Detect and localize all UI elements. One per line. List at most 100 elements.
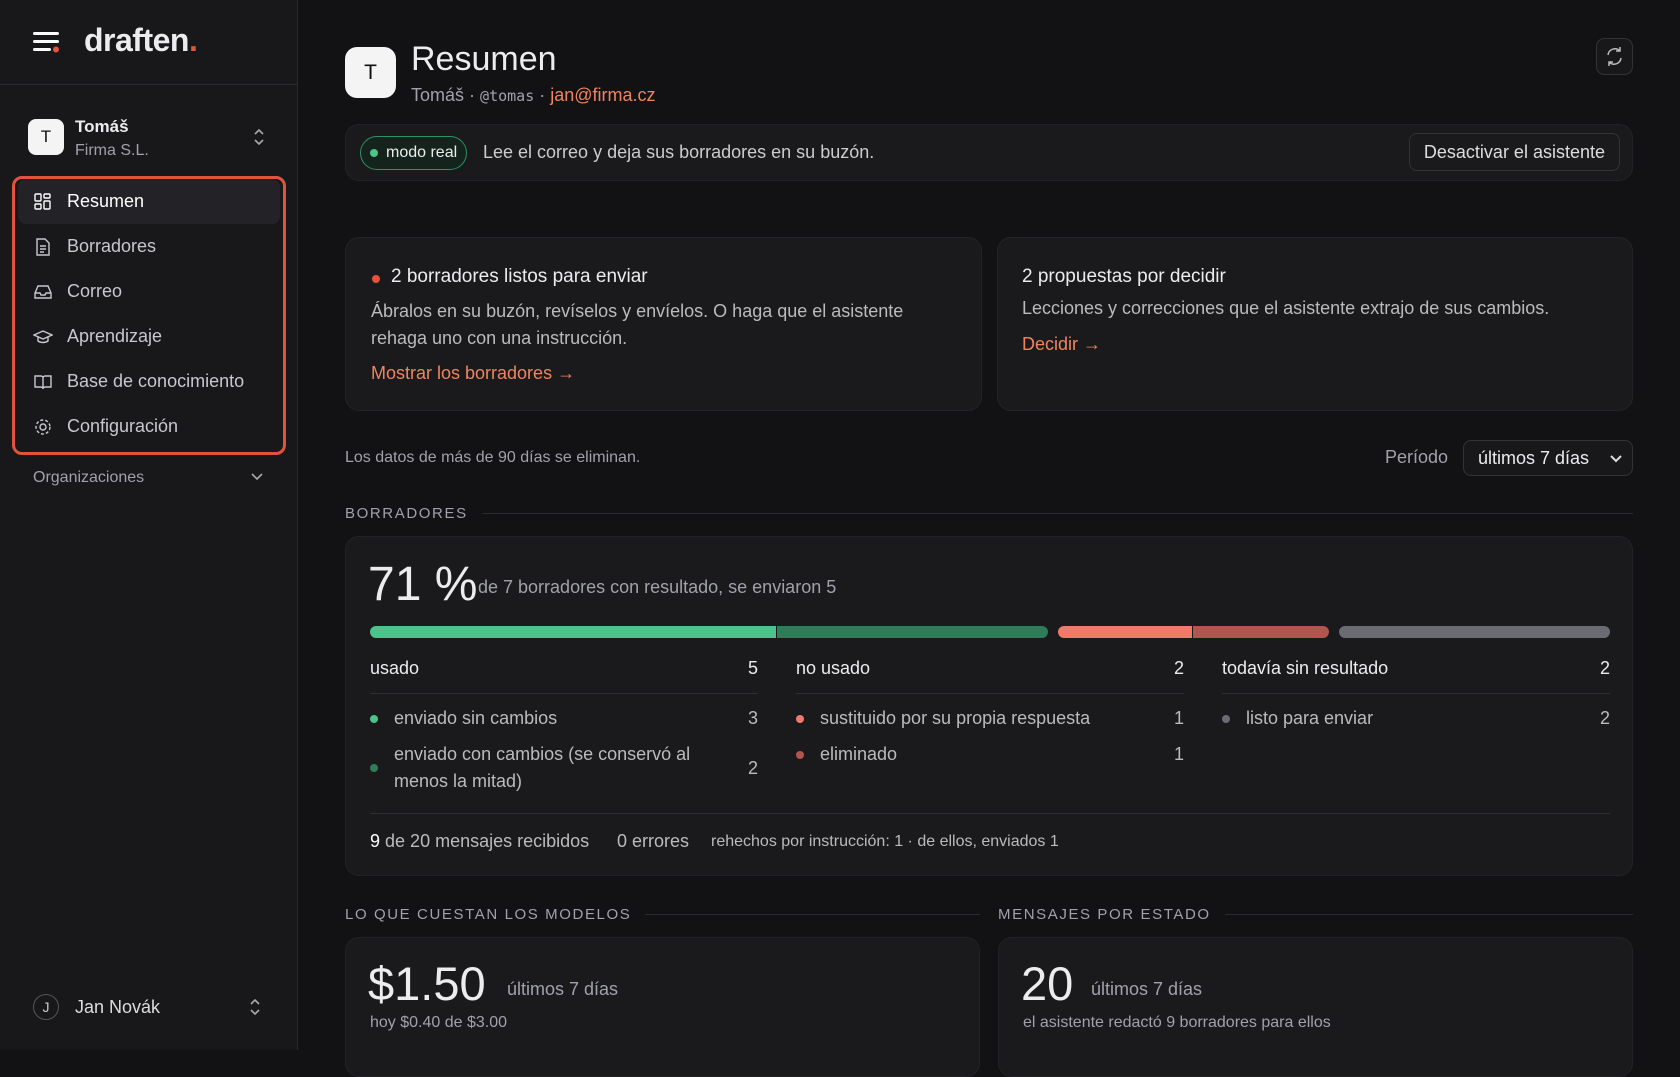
nav-icon — [36, 237, 50, 256]
handle: @tomas — [480, 87, 535, 105]
nav-item[interactable]: Aprendizaje — [18, 314, 280, 359]
nav-item[interactable]: Base de conocimiento — [18, 359, 280, 404]
user-avatar: J — [33, 994, 59, 1020]
group-divider — [370, 693, 758, 694]
nav-label: Resumen — [67, 191, 145, 211]
item-row: listo para enviar 2 — [1222, 705, 1610, 732]
organizations[interactable]: Organizaciones — [33, 469, 145, 486]
nav-icon — [34, 374, 52, 389]
nav-icon — [34, 284, 52, 299]
card-title: 2 borradores listos para enviar — [391, 266, 648, 287]
sent-rate: 71 % — [368, 558, 478, 611]
card: 2 borradores listos para enviar Ábralos … — [345, 237, 982, 411]
group-header: todavía sin resultado 2 — [1222, 658, 1610, 679]
bar-segment — [1338, 626, 1610, 638]
cost-detail: hoy $0.40 de $3.00 — [370, 1014, 508, 1031]
sidebar: draften. T Tomáš Firma S.L. Resumen Borra… — [0, 0, 298, 1050]
user-name[interactable]: Jan Novák — [75, 997, 161, 1017]
item-label: listo para enviar — [1246, 708, 1374, 728]
item-count: 2 — [1599, 708, 1610, 728]
bar-segment — [370, 626, 776, 638]
drafts-card: 71 % de 7 borradores con resultado, se e… — [345, 536, 1633, 876]
brand: draften. — [84, 22, 198, 59]
banner-text: Lee el correo y deja sus borradores en s… — [483, 142, 875, 162]
item-label: eliminado — [820, 744, 898, 764]
divider — [0, 84, 298, 85]
item-row: enviado sin cambios 3 — [370, 705, 758, 732]
item-row: sustituido por su propia respuesta 1 — [796, 705, 1184, 732]
nav-label: Configuración — [67, 416, 179, 436]
section-text: MENSAJES POR ESTADO — [998, 906, 1211, 923]
group-divider — [1222, 693, 1610, 694]
period-select[interactable]: últimos 7 días — [1463, 440, 1633, 476]
header-avatar: T — [345, 47, 396, 98]
nav-item[interactable]: Resumen — [18, 179, 280, 224]
nav-label: Correo — [67, 281, 123, 301]
email[interactable]: jan@firma.cz — [550, 85, 656, 105]
item-count: 2 — [747, 757, 758, 778]
deactivate-button[interactable]: Desactivar el asistente — [1408, 133, 1620, 171]
highlight-box — [12, 176, 286, 455]
item-label: enviado con cambios (se conservó al meno… — [394, 744, 691, 791]
group-header: usado 5 — [370, 658, 758, 679]
section-text: BORRADORES — [345, 505, 468, 522]
redone: rehechos por instrucción: 1 · de ellos, … — [711, 833, 1059, 850]
rate-description: de 7 borradores con resultado, se enviar… — [478, 577, 837, 597]
menu-icon[interactable] — [33, 30, 61, 54]
page: draften. T Tomáš Firma S.L. Resumen Borra… — [0, 0, 1680, 1050]
card-title: 2 propuestas por decidir — [1022, 266, 1226, 287]
section-text: LO QUE CUESTAN LOS MODELOS — [345, 906, 632, 923]
banner: modo real Lee el correo y deja sus borra… — [345, 124, 1633, 181]
bar-segment — [1057, 626, 1193, 638]
item-dot — [796, 750, 804, 759]
retention-note: Los datos de más de 90 días se eliminan. — [345, 449, 641, 466]
mode-badge: modo real — [360, 136, 468, 170]
brand-name: draften — [84, 22, 189, 58]
item-label: enviado sin cambios — [394, 708, 558, 728]
card: 2 propuestas por decidir Lecciones y cor… — [997, 237, 1633, 411]
page-title: Resumen — [411, 40, 557, 78]
nav-label: Base de conocimiento — [67, 371, 245, 391]
item-row: enviado con cambios (se conservó al meno… — [370, 741, 758, 795]
nav-item[interactable]: Correo — [18, 269, 280, 314]
chevron[interactable] — [248, 998, 262, 1016]
item-count: 1 — [1173, 708, 1184, 728]
item-dot — [370, 714, 378, 723]
badge-text: modo real — [386, 144, 458, 161]
errors: 0 errores — [617, 831, 690, 851]
item-count: 1 — [1173, 744, 1184, 764]
group-count: 2 — [1173, 658, 1184, 678]
group-header: no usado 2 — [796, 658, 1184, 679]
header-name: Tomáš — [411, 85, 465, 105]
messages-detail: el asistente redactó 9 borradores para e… — [1023, 1014, 1331, 1031]
chevron[interactable] — [250, 472, 264, 482]
refresh-button[interactable] — [1596, 38, 1633, 75]
item-label: sustituido por su propia respuesta — [820, 708, 1091, 728]
nav-item[interactable]: Borradores — [18, 224, 280, 269]
account-org: Firma S.L. — [75, 142, 149, 159]
nav-label: Borradores — [67, 236, 157, 256]
item-dot — [370, 764, 378, 772]
messages-period: últimos 7 días — [1091, 979, 1203, 999]
account-name[interactable]: Tomáš — [75, 117, 129, 136]
group-name: todavía sin resultado — [1222, 658, 1389, 678]
nav-item[interactable]: Configuración — [18, 404, 280, 449]
received-count: 9 — [370, 831, 381, 851]
cost-card: $1.50 últimos 7 días hoy $0.40 de $3.00 — [345, 937, 980, 1077]
separator: · — [469, 85, 476, 105]
brand-dot: . — [188, 22, 198, 58]
divider — [370, 813, 1610, 814]
nav-icon — [35, 418, 51, 435]
chevron[interactable] — [252, 128, 266, 146]
received-text: de 20 mensajes recibidos — [385, 831, 590, 851]
bar-segment — [1193, 626, 1329, 638]
period-label: Período — [1385, 447, 1449, 467]
card-link[interactable]: Decidir → — [1022, 334, 1102, 354]
group-name: no usado — [796, 658, 871, 678]
item-dot — [1222, 714, 1230, 723]
cost-period: últimos 7 días — [507, 979, 619, 999]
separator: · — [539, 85, 546, 105]
card-link[interactable]: Mostrar los borradores → — [371, 363, 576, 383]
messages-card: 20 últimos 7 días el asistente redactó 9… — [998, 937, 1633, 1077]
section-label: LO QUE CUESTAN LOS MODELOS — [345, 906, 980, 923]
